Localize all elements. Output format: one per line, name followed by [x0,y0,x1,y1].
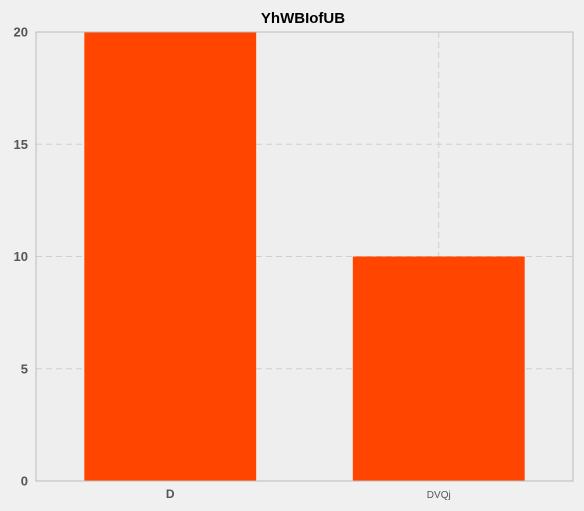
x-axis-ticks: D DVQj [166,487,451,501]
y-tick-label: 10 [14,249,28,264]
y-tick-label: 20 [14,25,28,40]
y-tick-label: 0 [21,474,28,489]
plot-frame [35,31,574,482]
chart-title: YhWBIofUB [261,10,345,27]
bars [84,32,525,481]
x-tick-label: DVQj [427,490,451,501]
y-tick-label: 5 [21,361,28,376]
bar-dvqj [352,256,525,481]
y-axis-ticks: 0 5 10 15 20 [14,25,28,489]
x-tick-label: D [166,487,175,501]
bar-d [84,32,257,481]
y-tick-label: 15 [14,137,28,152]
